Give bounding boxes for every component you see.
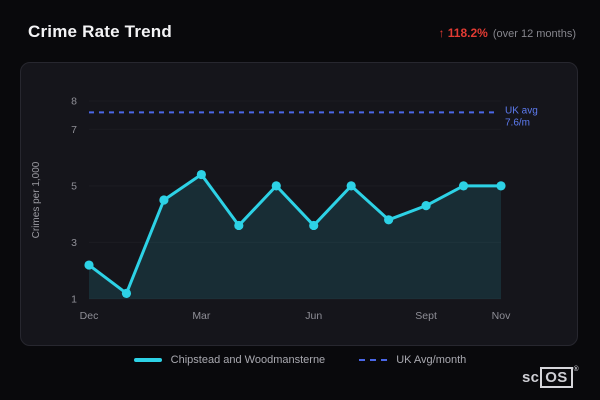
chart-card: 1 3 5 7 8 Dec Mar Jun Sept Nov Crimes per 1,000 UK … <box>20 62 578 346</box>
trend-stat-caption: (over 12 months) <box>492 28 576 40</box>
y-axis-title: Crimes per 1,000 <box>31 161 42 238</box>
data-point[interactable] <box>384 215 394 225</box>
x-tick-label: Nov <box>492 310 511 322</box>
data-point[interactable] <box>496 181 506 191</box>
data-point[interactable] <box>421 201 431 211</box>
legend-item-series[interactable]: Chipstead and Woodmansterne <box>133 354 326 366</box>
scos-logo: sc OS ® <box>521 366 579 388</box>
data-point[interactable] <box>196 169 206 180</box>
up-arrow-icon: ↑ <box>438 26 445 40</box>
legend-label-ukavg: UK Avg/month <box>396 354 467 366</box>
series-line-swatch <box>133 358 162 362</box>
y-tick-label: 5 <box>71 180 77 192</box>
data-point[interactable] <box>159 195 169 205</box>
y-tick-label: 7 <box>71 124 77 136</box>
trend-stat-value: ↑ 118.2% <box>438 26 488 40</box>
page-header: Crime Rate Trend ↑ 118.2% (over 12 month… <box>28 22 576 42</box>
trend-stat: ↑ 118.2% (over 12 months) <box>438 26 576 40</box>
page-title: Crime Rate Trend <box>28 22 172 41</box>
x-tick-label: Jun <box>305 310 322 322</box>
data-point[interactable] <box>234 220 244 231</box>
legend-label-series: Chipstead and Woodmansterne <box>170 354 326 366</box>
data-point[interactable] <box>271 181 281 191</box>
logo-prefix: sc <box>521 369 540 386</box>
uk-avg-label: UK avg 7.6/m <box>505 105 538 128</box>
y-tick-label: 8 <box>71 96 77 108</box>
data-point[interactable] <box>121 288 132 298</box>
y-tick-label: 3 <box>71 237 77 249</box>
trend-line <box>87 173 503 295</box>
legend-item-ukavg[interactable]: UK Avg/month <box>359 354 466 366</box>
data-point[interactable] <box>84 260 94 270</box>
x-tick-label: Sept <box>415 310 437 322</box>
data-point[interactable] <box>346 181 356 191</box>
y-tick-label: 1 <box>71 294 77 306</box>
x-tick-label: Dec <box>80 310 99 322</box>
data-point[interactable] <box>458 181 469 191</box>
registered-mark: ® <box>573 366 579 373</box>
x-tick-label: Mar <box>192 310 211 322</box>
logo-boxed-text: OS <box>540 367 573 388</box>
ukavg-dashed-swatch <box>359 359 388 361</box>
chart-legend: Chipstead and Woodmansterne UK Avg/month <box>0 354 600 366</box>
trend-area-fill <box>89 174 501 299</box>
crime-trend-chart: 1 3 5 7 8 Dec Mar Jun Sept Nov Crimes per 1,000 UK … <box>31 96 538 323</box>
data-point[interactable] <box>309 220 319 231</box>
